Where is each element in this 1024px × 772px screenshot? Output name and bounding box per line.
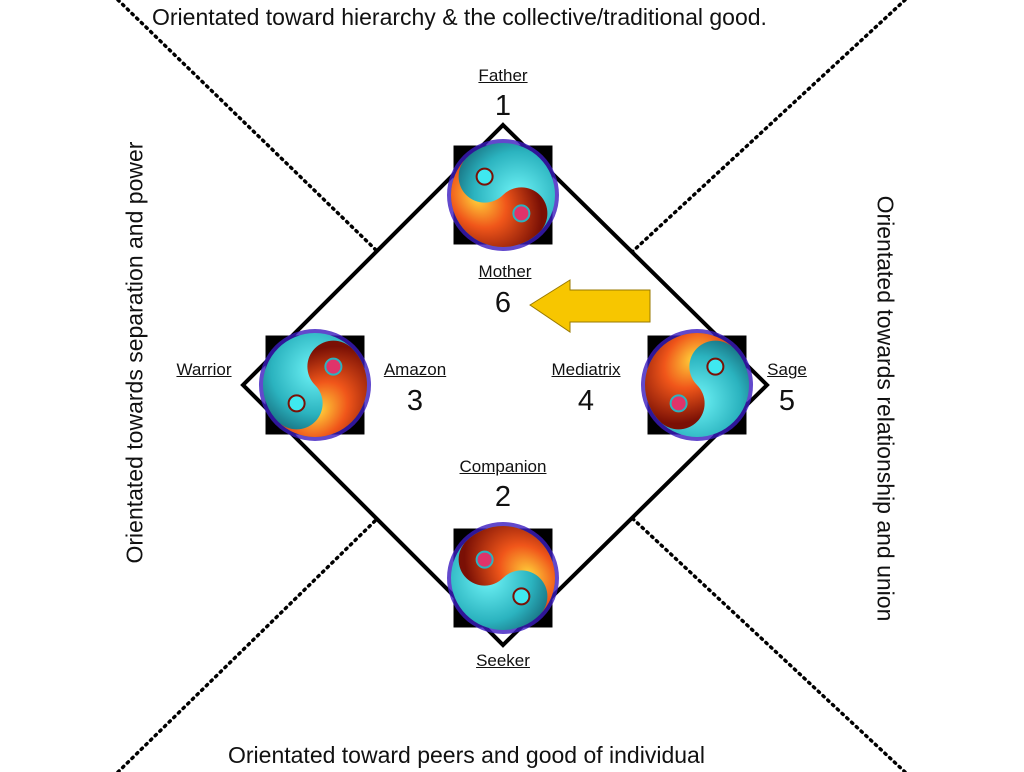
- label-sage: Sage: [767, 360, 807, 379]
- number-father: 1: [494, 90, 512, 122]
- label-mediatrix: Mediatrix: [551, 360, 621, 379]
- label-mother: Mother: [478, 262, 532, 281]
- number-companion: 2: [494, 481, 512, 513]
- dotted-diagonals: [116, 0, 907, 772]
- number-amazon: 3: [406, 385, 424, 417]
- number-sage: 5: [778, 385, 796, 417]
- label-amazon: Amazon: [383, 360, 447, 379]
- label-father: Father: [478, 66, 528, 85]
- edge-label-right: Orientated towards relationship and unio…: [872, 195, 899, 622]
- yellow-arrow-icon: [529, 279, 651, 333]
- label-warrior: Warrior: [176, 360, 232, 379]
- edge-label-bottom: Orientated toward peers and good of indi…: [228, 742, 705, 768]
- number-mother: 6: [494, 287, 512, 319]
- number-mediatrix: 4: [577, 385, 595, 417]
- edge-label-left: Orientated towards separation and power: [121, 141, 148, 564]
- edge-label-top: Orientated toward hierarchy & the collec…: [152, 4, 767, 30]
- label-companion: Companion: [459, 457, 547, 476]
- label-seeker: Seeker: [476, 651, 530, 670]
- diamond-outline: [240, 122, 770, 648]
